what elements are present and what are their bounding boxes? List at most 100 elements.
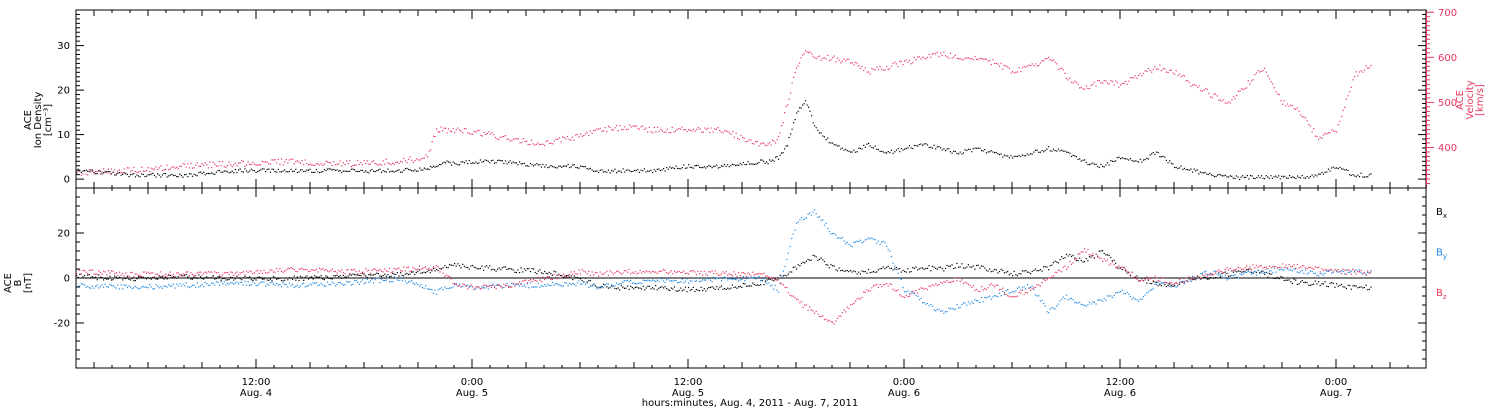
data-point-bx	[130, 279, 132, 281]
data-point-by	[567, 285, 569, 287]
data-point-by	[380, 278, 383, 280]
data-point-bx	[664, 286, 666, 288]
data-point-velocity	[619, 125, 621, 127]
data-point-bz	[203, 272, 205, 274]
data-point-bx	[311, 276, 313, 278]
data-point-by	[1300, 271, 1302, 273]
data-point-bz	[570, 271, 572, 273]
data-point-velocity	[573, 139, 575, 141]
data-point-bz	[858, 297, 860, 300]
data-point-ion-density	[1319, 173, 1321, 175]
data-point-velocity	[1219, 99, 1221, 101]
data-point-bx	[768, 278, 770, 280]
data-point-velocity	[638, 128, 641, 130]
data-point-bz	[840, 315, 842, 317]
data-point-by	[1210, 272, 1212, 275]
data-point-bz	[304, 269, 306, 271]
data-point-velocity	[808, 51, 810, 54]
data-point-bx	[191, 278, 194, 280]
data-point-by	[142, 285, 144, 288]
data-point-bx	[420, 272, 422, 274]
data-point-ion-density	[938, 146, 940, 148]
data-point-bz	[421, 267, 424, 269]
data-point-bz	[987, 287, 989, 289]
data-point-by	[1178, 281, 1181, 283]
data-point-ion-density	[350, 168, 352, 170]
data-point-bx	[331, 278, 333, 280]
data-point-ion-density	[500, 160, 502, 162]
data-point-bz	[1298, 267, 1300, 269]
data-point-ion-density	[1152, 152, 1154, 154]
data-point-velocity	[817, 56, 819, 58]
data-point-bx	[703, 288, 705, 290]
data-point-ion-density	[1126, 158, 1128, 160]
data-point-bx	[736, 287, 738, 289]
data-point-ion-density	[125, 172, 127, 175]
data-point-bz	[832, 321, 834, 323]
data-point-velocity	[1131, 77, 1133, 79]
data-point-by	[961, 304, 963, 306]
data-point-velocity	[1249, 83, 1251, 85]
data-point-velocity	[323, 163, 325, 165]
data-point-bz	[1007, 295, 1009, 297]
data-point-by	[1319, 273, 1321, 275]
data-point-velocity	[892, 62, 894, 64]
data-point-velocity	[1340, 115, 1343, 118]
data-point-bz	[353, 268, 356, 270]
data-point-velocity	[233, 164, 235, 166]
data-point-by	[384, 280, 386, 282]
data-point-ion-density	[1151, 153, 1153, 155]
data-point-bx	[526, 268, 528, 270]
data-point-velocity	[989, 59, 991, 61]
data-point-ion-density	[1147, 158, 1149, 160]
data-point-by	[1100, 299, 1102, 301]
data-point-velocity	[509, 140, 511, 142]
data-point-bx	[109, 275, 111, 277]
data-point-ion-density	[325, 170, 327, 172]
data-point-bz	[1084, 248, 1086, 250]
data-point-by	[365, 282, 367, 284]
data-point-by	[377, 277, 379, 279]
data-point-ion-density	[1228, 176, 1230, 178]
data-point-ion-density	[443, 161, 445, 163]
data-point-velocity	[442, 130, 444, 132]
data-point-bz	[776, 279, 778, 281]
data-point-velocity	[1090, 84, 1092, 87]
data-point-by	[1329, 269, 1331, 272]
data-point-by	[98, 287, 100, 289]
data-point-bx	[380, 275, 383, 277]
data-point-by	[271, 281, 273, 283]
data-point-bz	[403, 266, 405, 268]
data-point-ion-density	[670, 167, 672, 169]
data-point-bx	[393, 273, 395, 275]
data-point-ion-density	[997, 153, 999, 155]
data-point-by	[193, 284, 195, 286]
data-point-ion-density	[338, 170, 340, 172]
data-point-bz	[985, 288, 987, 291]
data-point-ion-density	[622, 168, 624, 170]
data-point-bz	[117, 274, 119, 276]
data-point-bx	[508, 268, 510, 270]
data-point-by	[699, 281, 701, 283]
data-point-by	[244, 280, 246, 282]
data-point-bx	[226, 279, 229, 281]
data-point-ion-density	[222, 171, 224, 173]
data-point-ion-density	[1190, 168, 1192, 170]
data-point-velocity	[755, 141, 757, 143]
data-point-by	[239, 281, 241, 283]
data-point-bz	[980, 286, 983, 288]
data-point-bx	[406, 272, 408, 274]
data-point-bz	[951, 281, 953, 283]
data-point-ion-density	[998, 154, 1001, 156]
data-point-velocity	[145, 169, 148, 172]
data-point-bx	[982, 265, 984, 267]
data-point-by	[809, 212, 811, 214]
data-point-ion-density	[293, 170, 295, 172]
data-point-bz	[1133, 276, 1135, 278]
data-point-bz	[98, 270, 100, 272]
data-point-bz	[1160, 276, 1163, 278]
data-point-ion-density	[299, 169, 302, 171]
data-point-ion-density	[1162, 155, 1164, 157]
data-point-velocity	[239, 162, 241, 164]
